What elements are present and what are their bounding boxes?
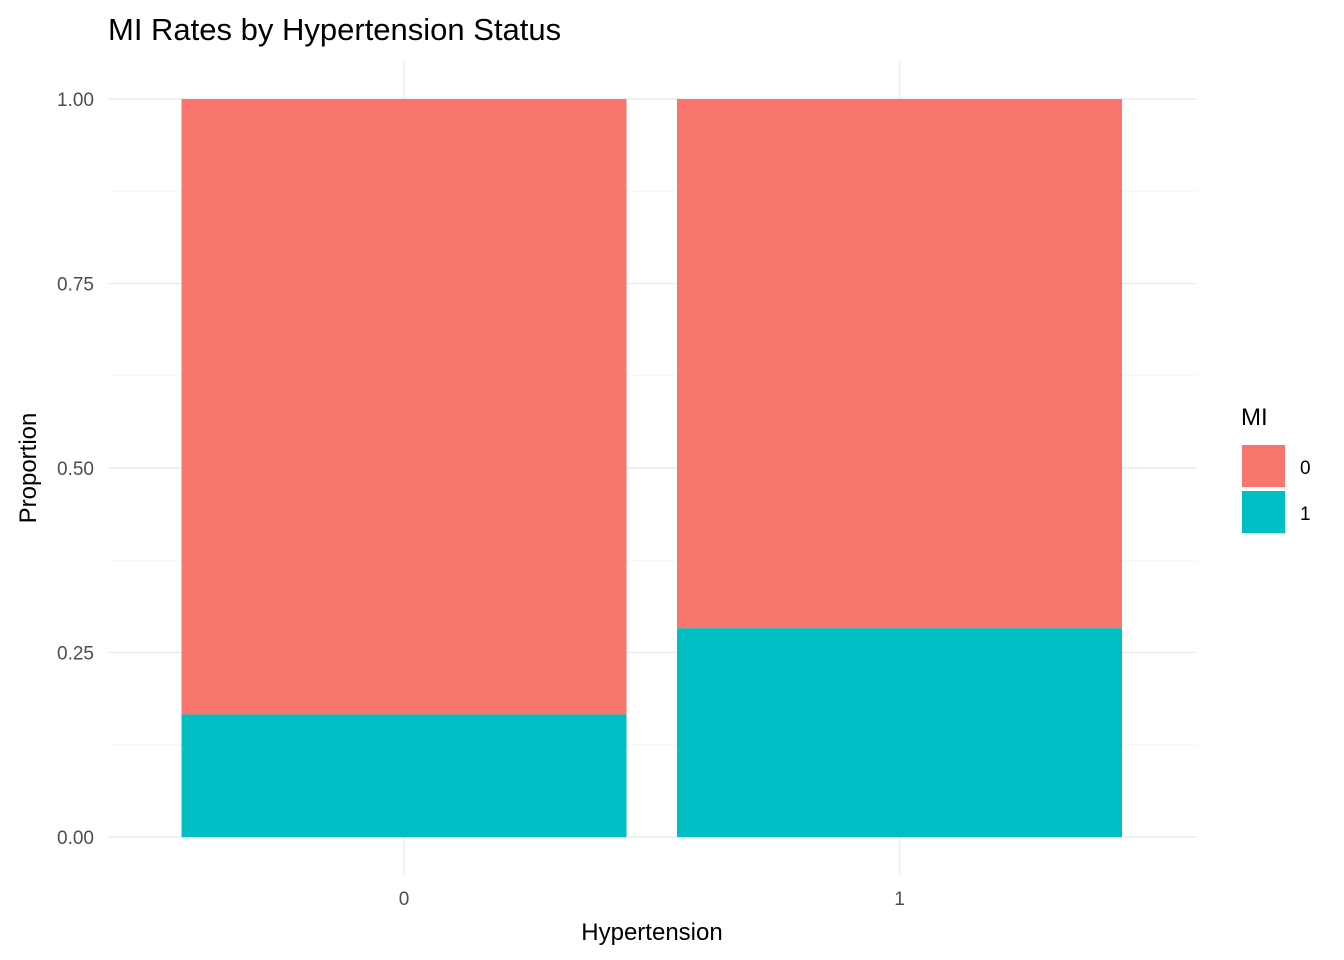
legend-label-0: 0	[1300, 458, 1311, 479]
x-tick-label: 1	[894, 889, 905, 910]
y-tick-label: 0.00	[57, 828, 94, 849]
chart-title: MI Rates by Hypertension Status	[108, 12, 561, 47]
y-tick-label: 0.75	[57, 275, 94, 296]
y-tick-label: 1.00	[57, 90, 94, 111]
y-axis-ticks: 0.00 0.25 0.50 0.75 1.00	[57, 90, 94, 849]
legend-key-1	[1242, 491, 1285, 533]
legend-title: MI	[1241, 404, 1268, 431]
bar-0-mi-0	[181, 99, 627, 715]
bars	[181, 99, 1122, 837]
bar-1-mi-1	[677, 628, 1122, 837]
y-tick-label: 0.50	[57, 459, 94, 480]
legend-label-1: 1	[1300, 504, 1311, 525]
legend-key-0	[1242, 445, 1285, 487]
bar-0-mi-1	[181, 714, 627, 837]
bar-1-mi-0	[677, 99, 1122, 629]
y-tick-label: 0.25	[57, 644, 94, 665]
x-tick-label: 0	[399, 889, 410, 910]
legend: MI 0 1	[1241, 404, 1311, 533]
y-axis-title: Proportion	[15, 413, 42, 524]
x-axis-title: Hypertension	[581, 919, 722, 946]
